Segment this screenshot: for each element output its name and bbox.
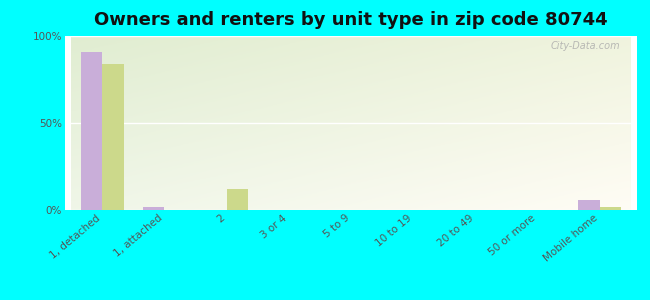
Bar	[102, 64, 124, 210]
Bar	[143, 206, 164, 210]
Bar	[227, 189, 248, 210]
Text: City-Data.com: City-Data.com	[550, 41, 620, 51]
Bar	[81, 52, 102, 210]
Bar	[578, 200, 600, 210]
Bar	[600, 206, 621, 210]
Title: Owners and renters by unit type in zip code 80744: Owners and renters by unit type in zip c…	[94, 11, 608, 29]
